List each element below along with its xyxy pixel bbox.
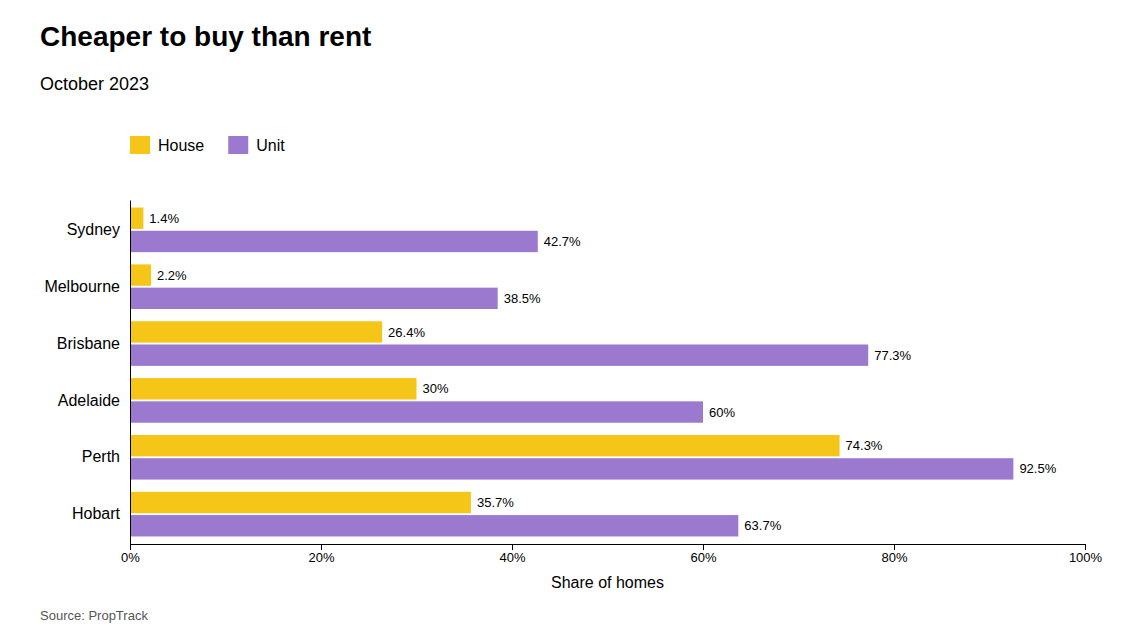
legend-label: House [158, 137, 204, 154]
data-label: 2.2% [157, 268, 187, 283]
data-label: 38.5% [504, 291, 541, 306]
data-labels: 1.4% 2.2% 26.4% 30% 74.3% 35.7% 42.7% 38.5% 77.3… [149, 211, 1056, 534]
bar [130, 231, 538, 252]
x-tick: 80% [881, 544, 907, 565]
y-axis: Sydney Melbourne Brisbane Adelaide Perth Hoba… [44, 201, 130, 545]
data-label: 63.7% [744, 518, 781, 533]
y-tick-label: Sydney [67, 221, 120, 238]
legend-swatch [228, 136, 248, 154]
bar [130, 458, 1013, 479]
x-tick-label: 40% [499, 550, 525, 565]
data-label: 92.5% [1019, 461, 1056, 476]
x-axis-title: Share of homes [551, 574, 664, 591]
x-axis-line [131, 545, 1086, 551]
x-tick: 20% [308, 544, 334, 565]
chart: Cheaper to buy than rent October 2023 1.4%… [0, 0, 1135, 634]
bar [130, 288, 498, 309]
legend: House Unit [130, 136, 285, 154]
data-label: 30% [423, 381, 449, 396]
data-label: 74.3% [846, 438, 883, 453]
bar [130, 321, 382, 342]
data-label: 35.7% [477, 495, 514, 510]
y-tick: Sydney [67, 221, 130, 238]
title: Cheaper to buy than rent [40, 21, 371, 52]
y-tick-label: Adelaide [58, 392, 120, 409]
x-tick-mark [130, 544, 131, 550]
bar [130, 435, 840, 456]
x-tick-mark [1085, 544, 1086, 550]
x-tick-label: 0% [121, 550, 140, 565]
y-tick: Melbourne [44, 278, 130, 295]
x-tick-mark [894, 544, 895, 550]
x-tick-label: 80% [881, 550, 907, 565]
legend-item: House [130, 136, 204, 154]
x-tick-mark [512, 544, 513, 550]
data-label: 60% [709, 405, 735, 420]
x-tick: 40% [499, 544, 525, 565]
y-tick: Brisbane [57, 335, 130, 352]
y-tick: Perth [82, 448, 130, 465]
y-axis-line [130, 201, 131, 545]
data-label: 42.7% [544, 234, 581, 249]
y-tick: Adelaide [58, 392, 130, 409]
legend-label: Unit [256, 137, 285, 154]
subtitle: October 2023 [40, 74, 149, 94]
bar [130, 401, 703, 422]
x-tick: 60% [690, 544, 716, 565]
bar [130, 492, 471, 513]
bar [130, 264, 151, 285]
source: Source: PropTrack [40, 608, 148, 623]
bar [130, 208, 143, 229]
data-label: 77.3% [874, 348, 911, 363]
x-tick: 100% [1069, 544, 1103, 565]
plot: 1.4% 2.2% 26.4% 30% 74.3% 35.7% 42.7% 38.5% 77.3… [44, 201, 1102, 592]
bars [130, 208, 1013, 537]
x-tick-label: 20% [308, 550, 334, 565]
y-tick-label: Melbourne [44, 278, 120, 295]
bar [130, 344, 868, 365]
bar [130, 378, 417, 399]
legend-swatch [130, 136, 150, 154]
legend-item: Unit [228, 136, 285, 154]
x-tick: 0% [121, 544, 140, 565]
x-tick-mark [321, 544, 322, 550]
y-tick-label: Perth [82, 448, 120, 465]
y-tick-label: Brisbane [57, 335, 120, 352]
y-tick: Hobart [72, 505, 130, 522]
x-tick-label: 100% [1069, 550, 1103, 565]
data-label: 1.4% [149, 211, 179, 226]
bar [130, 515, 738, 536]
y-tick-label: Hobart [72, 505, 121, 522]
x-tick-mark [703, 544, 704, 550]
x-axis: 0% 20% 40% 60% 80% 100% [121, 544, 1102, 565]
data-label: 26.4% [388, 325, 425, 340]
x-tick-label: 60% [690, 550, 716, 565]
